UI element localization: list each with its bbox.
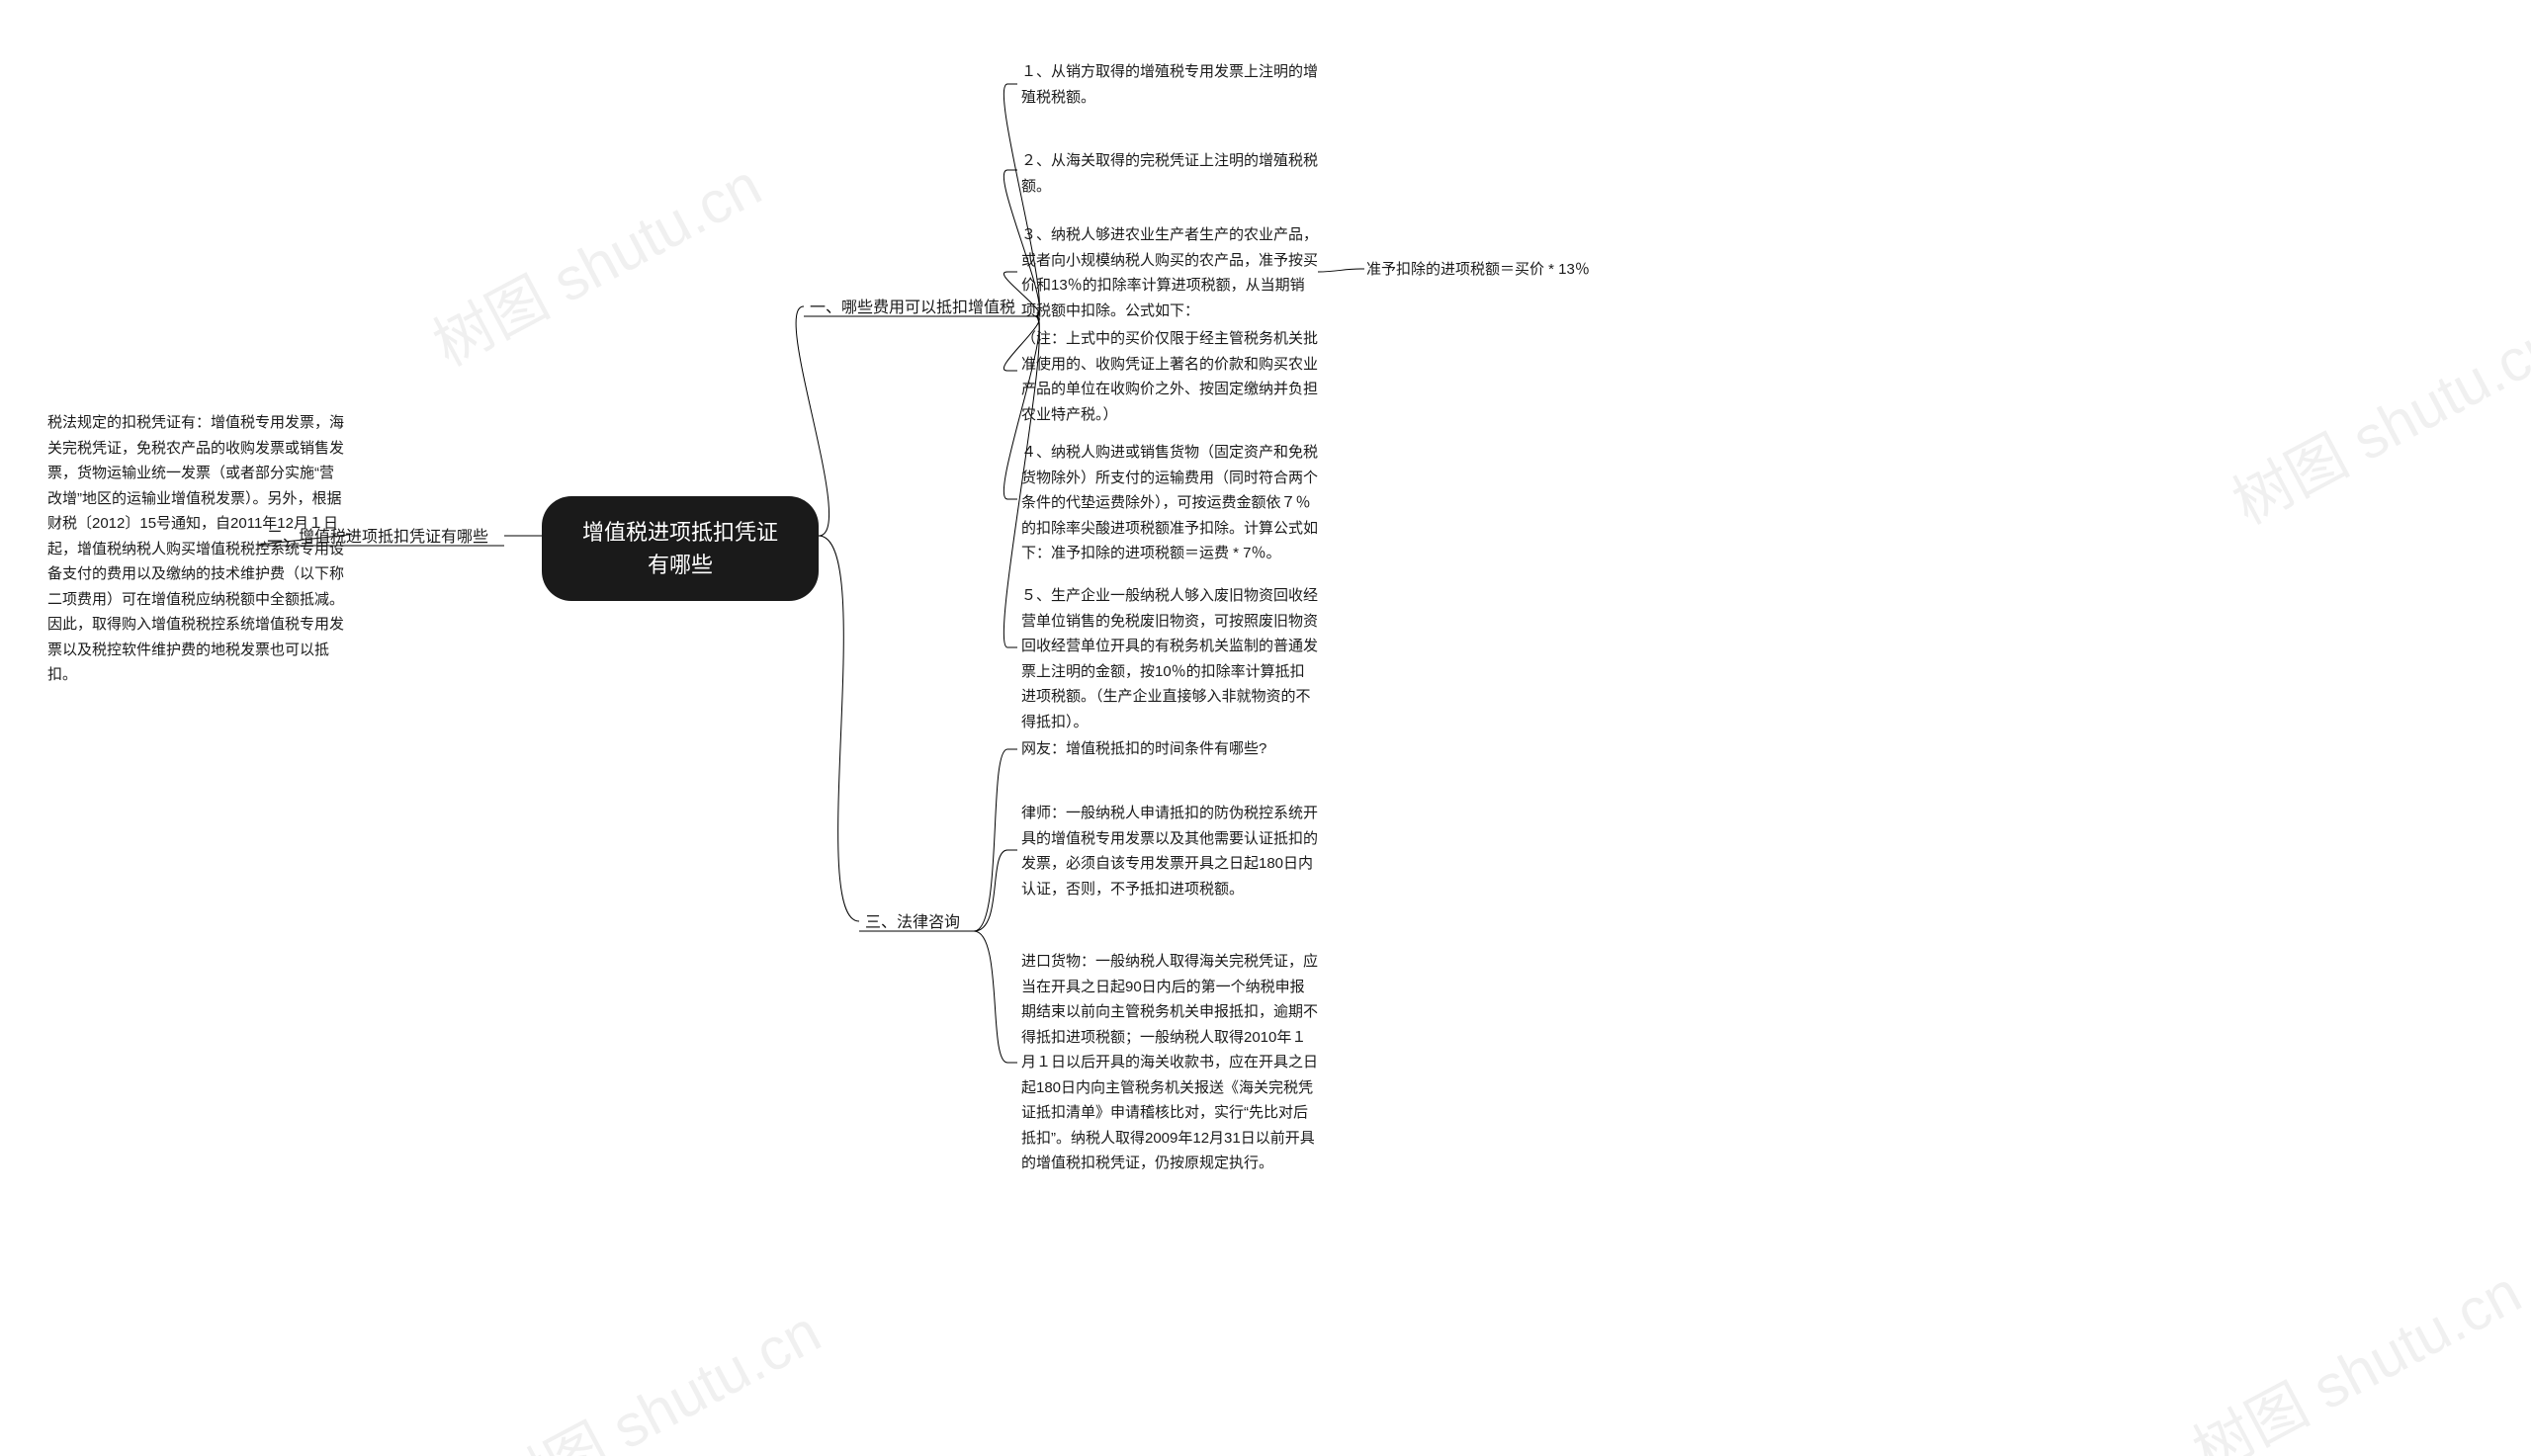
mindmap-canvas: 树图 shutu.cn 树图 shutu.cn 树图 shutu.cn 树图 s…: [0, 0, 2531, 1456]
node-c32[interactable]: 律师：一般纳税人申请抵扣的防伪税控系统开具的增值税专用发票以及其他需要认证抵扣的…: [1021, 801, 1318, 901]
node-c16[interactable]: ５、生产企业一般纳税人够入废旧物资回收经营单位销售的免税废旧物资，可按照废旧物资…: [1021, 583, 1318, 734]
watermark-1: 树图 shutu.cn: [416, 138, 774, 383]
node-c14[interactable]: （注：上式中的买价仅限于经主管税务机关批准使用的、收购凭证上著名的价款和购买农业…: [1021, 326, 1318, 427]
node-c12[interactable]: ２、从海关取得的完税凭证上注明的增殖税税额。: [1021, 148, 1318, 199]
branch-3-label[interactable]: 三、法律咨询: [865, 909, 960, 936]
branch-1-label[interactable]: 一、哪些费用可以抵扣增值税: [810, 295, 1015, 321]
watermark-3: 树图 shutu.cn: [2176, 1245, 2531, 1456]
node-c131[interactable]: 准予扣除的进项税额＝买价 * 13％: [1366, 257, 1623, 283]
node-c21[interactable]: 税法规定的扣税凭证有：增值税专用发票，海关完税凭证，免税农产品的收购发票或销售发…: [47, 410, 344, 688]
node-c33[interactable]: 进口货物：一般纳税人取得海关完税凭证，应当在开具之日起90日内后的第一个纳税申报…: [1021, 949, 1318, 1176]
node-c11[interactable]: １、从销方取得的增殖税专用发票上注明的增殖税税额。: [1021, 59, 1318, 110]
node-c31[interactable]: 网友：增值税抵扣的时间条件有哪些?: [1021, 736, 1318, 762]
watermark-2: 树图 shutu.cn: [2216, 297, 2531, 541]
watermark-4: 树图 shutu.cn: [476, 1285, 833, 1456]
node-c13[interactable]: ３、纳税人够进农业生产者生产的农业产品，或者向小规模纳税人购买的农产品，准予按买…: [1021, 222, 1318, 323]
node-c15[interactable]: ４、纳税人购进或销售货物（固定资产和免税货物除外）所支付的运输费用（同时符合两个…: [1021, 440, 1318, 566]
root-node[interactable]: 增值税进项抵扣凭证有哪些: [542, 496, 819, 601]
